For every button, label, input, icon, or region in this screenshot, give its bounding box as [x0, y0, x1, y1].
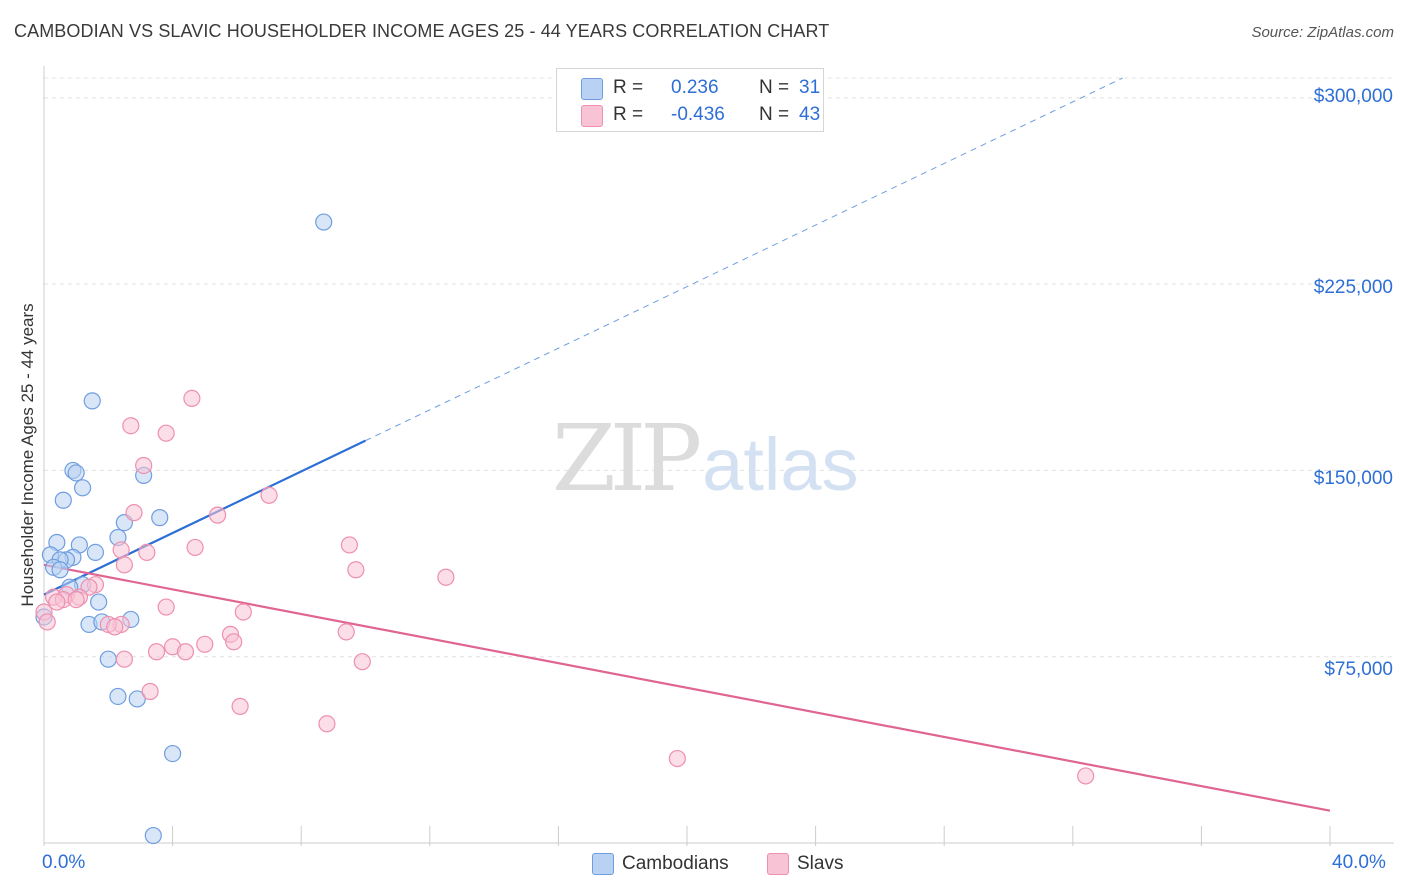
legend-n-label: N =: [759, 104, 790, 125]
cambodian-point: [86, 543, 105, 561]
legend-r-label: R =: [613, 77, 644, 98]
slav-point: [260, 486, 278, 504]
slav-point: [340, 536, 359, 554]
trend-lines: [43, 77, 1331, 812]
cambodian-point: [51, 561, 69, 579]
cambodian-point: [315, 213, 333, 231]
slav-point: [231, 697, 249, 715]
slav-point: [38, 613, 56, 631]
cambodian-point: [73, 479, 92, 497]
slav-point: [115, 556, 133, 574]
slav-point: [234, 603, 252, 621]
x-tick-min: 0.0%: [42, 852, 86, 873]
cambodian-point: [83, 392, 101, 410]
cambodian-trend-line: [43, 439, 366, 596]
slav-point: [225, 633, 243, 651]
slav-point: [48, 593, 66, 611]
y-tick-150000: $150,000: [1313, 468, 1393, 489]
legend-swatch-slavs: [581, 105, 603, 127]
slav-point: [347, 561, 365, 579]
watermark: ZIPatlas: [552, 405, 859, 512]
slav-point: [115, 650, 133, 668]
gridlines: [44, 77, 1394, 658]
cambodian-point: [128, 690, 146, 708]
slavs-swatch: [767, 853, 789, 875]
data-points: [35, 213, 1095, 845]
slav-point: [125, 504, 143, 522]
cambodian-point: [144, 826, 162, 845]
slav-point: [112, 541, 130, 559]
source-label: Source: ZipAtlas.com: [1251, 24, 1394, 41]
slav-point: [337, 623, 355, 641]
axes: [43, 66, 1394, 846]
legend-n-value: 43: [799, 104, 821, 125]
correlation-legend: R = 0.236 N = 31 R = -0.436 N = 43: [556, 68, 824, 132]
slav-point: [67, 590, 85, 609]
slav-point: [157, 424, 175, 442]
slav-point: [186, 538, 204, 557]
legend-swatch-cambodians: [581, 78, 603, 100]
legend-r-value: 0.236: [671, 77, 719, 98]
cambodian-point: [164, 744, 182, 763]
slav-point: [106, 618, 124, 636]
legend-n-label: N =: [759, 77, 790, 98]
slav-point: [141, 682, 159, 701]
cambodian-point: [109, 687, 127, 706]
slav-point: [176, 643, 195, 661]
cambodians-swatch: [592, 853, 614, 875]
cambodian-point: [90, 593, 108, 611]
legend-r-value: -0.436: [671, 104, 725, 125]
slavs-label: Slavs: [797, 853, 844, 874]
y-tick-225000: $225,000: [1313, 277, 1393, 298]
slav-point: [138, 543, 156, 561]
slav-point: [183, 389, 201, 408]
slav-point: [1077, 767, 1095, 785]
y-axis-label: Householder Income Ages 25 - 44 years: [18, 303, 37, 607]
cambodian-point: [99, 650, 117, 668]
chart-title: CAMBODIAN VS SLAVIC HOUSEHOLDER INCOME A…: [14, 21, 830, 41]
slav-point: [209, 506, 227, 524]
legend-n-value: 31: [799, 77, 821, 98]
cambodian-point: [54, 491, 72, 509]
slav-point: [353, 653, 371, 671]
slav-point: [318, 715, 336, 733]
slav-point: [196, 635, 214, 653]
slav-point: [668, 749, 686, 768]
cambodian-trend-extension: [365, 77, 1123, 442]
slav-point: [157, 598, 175, 616]
slav-point: [122, 417, 140, 435]
y-tick-75000: $75,000: [1324, 659, 1393, 680]
cambodian-point: [67, 464, 85, 482]
slav-point: [147, 643, 166, 661]
slav-point: [437, 568, 455, 586]
cambodians-label: Cambodians: [622, 853, 729, 874]
cambodian-point: [151, 509, 169, 527]
legend-r-label: R =: [613, 104, 644, 125]
slav-trend-line: [43, 563, 1331, 812]
slav-point: [135, 456, 153, 475]
x-tick-max: 40.0%: [1332, 852, 1386, 873]
y-tick-300000: $300,000: [1313, 86, 1393, 107]
